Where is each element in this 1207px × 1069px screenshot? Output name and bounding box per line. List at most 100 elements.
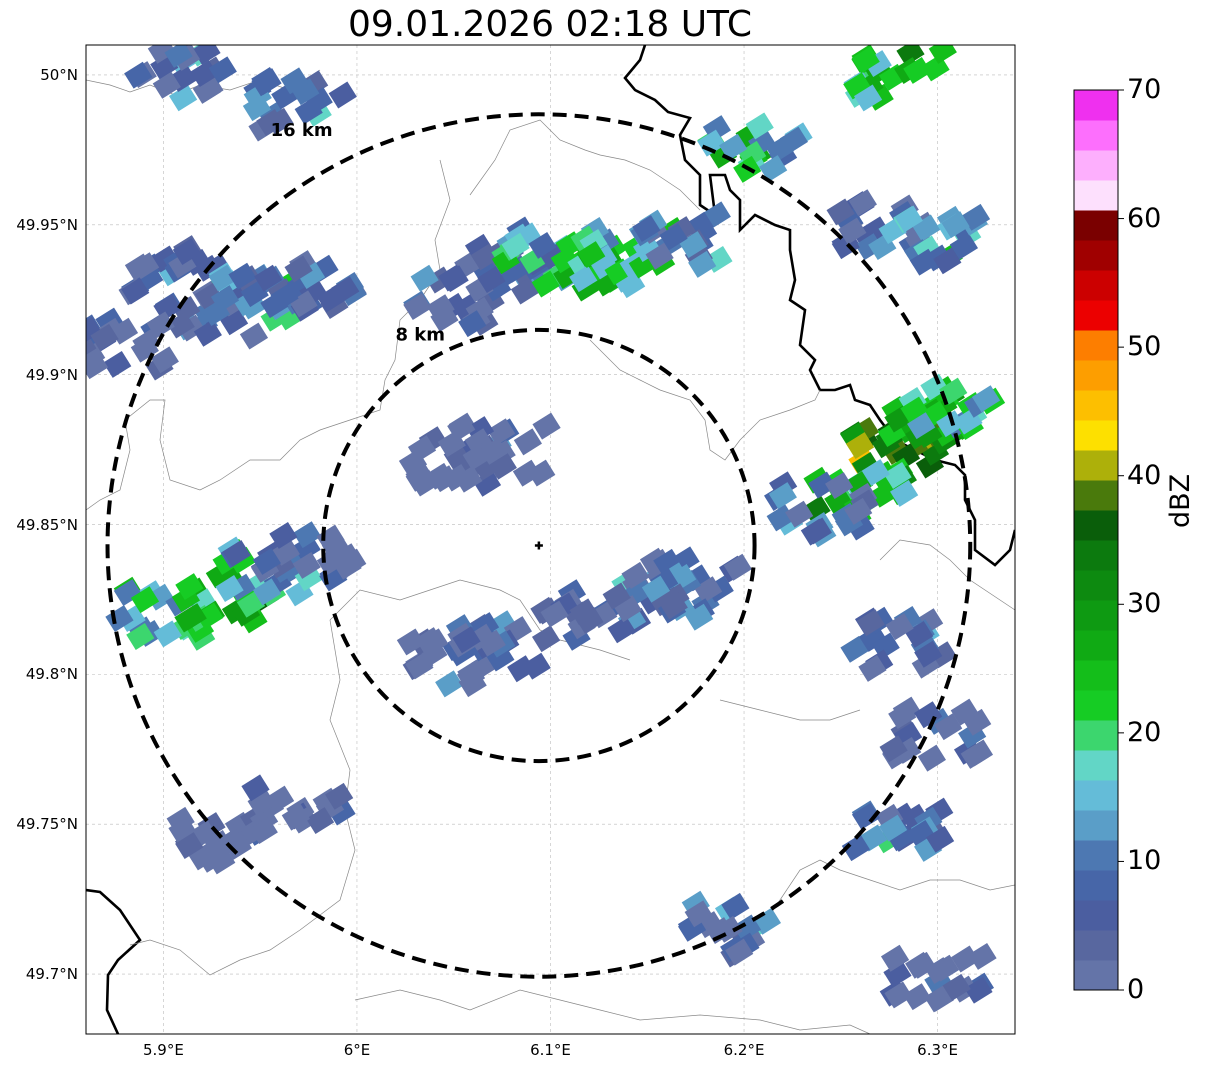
reflectivity-pixel bbox=[130, 335, 159, 363]
reflectivity-cell bbox=[840, 605, 957, 682]
range-ring bbox=[321, 327, 757, 764]
reflectivity-pixel bbox=[501, 232, 530, 260]
colorbar-segment bbox=[1074, 270, 1118, 301]
reflectivity-pixel bbox=[464, 233, 494, 261]
reflectivity-cell bbox=[396, 622, 506, 698]
colorbar-tick-label: 30 bbox=[1127, 588, 1162, 620]
x-tick-label: 6.1°E bbox=[530, 1041, 571, 1059]
reflectivity-pixel bbox=[304, 87, 333, 115]
reflectivity-cell bbox=[878, 203, 991, 276]
reflectivity-pixel bbox=[851, 451, 880, 479]
reflectivity-pixel bbox=[785, 500, 814, 528]
reflectivity-pixel bbox=[512, 459, 542, 487]
reflectivity-pixel bbox=[131, 252, 160, 280]
reflectivity-pixel bbox=[532, 412, 561, 440]
reflectivity-pixel bbox=[164, 45, 193, 68]
reflectivity-pixel bbox=[550, 246, 579, 274]
reflectivity-pixel bbox=[172, 238, 201, 266]
colorbar-segment bbox=[1074, 570, 1118, 601]
reflectivity-pixel bbox=[905, 620, 934, 648]
reflectivity-pixel bbox=[86, 333, 97, 361]
reflectivity-pixel bbox=[645, 242, 674, 270]
reflectivity-cell bbox=[118, 235, 231, 306]
colorbar-frame bbox=[1073, 89, 1119, 991]
colorbar-segment bbox=[1074, 540, 1118, 571]
reflectivity-pixel bbox=[208, 264, 237, 292]
colorbar-tick-label: 20 bbox=[1127, 716, 1162, 748]
reflectivity-pixel bbox=[215, 575, 244, 602]
reflectivity-pixel bbox=[305, 807, 335, 835]
reflectivity-pixel bbox=[425, 462, 454, 490]
reflectivity-pixel bbox=[527, 459, 556, 487]
reflectivity-pixel bbox=[884, 981, 913, 1009]
reflectivity-pixel bbox=[879, 735, 908, 763]
colorbar-label: dBZ bbox=[1165, 473, 1196, 528]
reflectivity-pixel bbox=[333, 552, 362, 580]
range-ring-label: 8 km bbox=[395, 325, 445, 346]
reflectivity-pixel bbox=[291, 78, 320, 106]
reflectivity-pixel bbox=[113, 579, 143, 607]
reflectivity-pixel bbox=[454, 465, 483, 493]
x-tick-label: 6°E bbox=[343, 1041, 371, 1059]
reflectivity-pixel bbox=[438, 264, 467, 292]
colorbar-segment bbox=[1074, 720, 1118, 751]
colorbar-segment bbox=[1074, 960, 1118, 991]
colorbar-segment bbox=[1074, 840, 1118, 871]
reflectivity-pixel bbox=[719, 133, 748, 161]
country-border bbox=[623, 45, 1015, 567]
reflectivity-cell bbox=[677, 890, 782, 968]
reflectivity-pixel bbox=[242, 94, 272, 122]
reflectivity-pixel bbox=[294, 564, 323, 592]
reflectivity-pixel bbox=[845, 432, 875, 460]
reflectivity-pixel bbox=[175, 573, 204, 601]
reflectivity-pixel bbox=[316, 524, 345, 552]
reflectivity-pixel bbox=[479, 437, 508, 465]
colorbar-segment bbox=[1074, 330, 1118, 361]
reflectivity-pixel bbox=[846, 513, 875, 541]
reflectivity-pixel bbox=[569, 265, 598, 293]
reflectivity-pixel bbox=[968, 942, 997, 970]
reflectivity-pixel bbox=[207, 847, 236, 875]
colorbar-segment bbox=[1074, 120, 1118, 151]
reflectivity-pixel bbox=[150, 346, 179, 374]
reflectivity-pixel bbox=[934, 713, 963, 741]
reflectivity-pixel bbox=[885, 613, 914, 641]
reflectivity-cell bbox=[841, 797, 955, 862]
colorbar-tick-label: 60 bbox=[1127, 202, 1162, 234]
reflectivity-pixel bbox=[289, 290, 318, 318]
reflectivity-pixel bbox=[963, 708, 992, 736]
colorbar-segment bbox=[1074, 690, 1118, 721]
colorbar-segment bbox=[1074, 510, 1118, 541]
reflectivity-pixel bbox=[933, 247, 962, 275]
reflectivity-cell bbox=[250, 521, 367, 592]
reflectivity-pixel bbox=[859, 624, 888, 652]
reflectivity-cell bbox=[879, 696, 994, 772]
reflectivity-pixel bbox=[249, 817, 278, 845]
reflectivity-pixel bbox=[252, 578, 282, 606]
reflectivity-pixel bbox=[685, 603, 714, 631]
reflectivity-pixel bbox=[486, 644, 515, 672]
colorbar-tick-label: 70 bbox=[1127, 74, 1162, 105]
reflectivity-pixel bbox=[435, 670, 464, 698]
range-rings: 8 km 16 km bbox=[105, 112, 973, 979]
reflectivity-pixel bbox=[86, 316, 102, 344]
reflectivity-pixel bbox=[153, 620, 182, 648]
reflectivity-pixel bbox=[905, 951, 934, 979]
reflectivity-pixel bbox=[477, 266, 506, 294]
y-tick-label: 49.7°N bbox=[25, 965, 78, 984]
reflectivity-pixel bbox=[325, 782, 354, 810]
reflectivity-pixel bbox=[858, 654, 887, 682]
reflectivity-pixel bbox=[914, 701, 943, 729]
reflectivity-pixel bbox=[410, 264, 439, 292]
reflectivity-pixel bbox=[941, 211, 970, 239]
reflectivity-pixel bbox=[613, 595, 642, 623]
reflectivity-pixel bbox=[800, 518, 829, 546]
reflectivity-pixel bbox=[688, 250, 717, 278]
reflectivity-pixel bbox=[130, 586, 160, 614]
reflectivity-pixel bbox=[824, 487, 853, 514]
reflectivity-pixel bbox=[883, 461, 912, 489]
colorbar-segment bbox=[1074, 600, 1118, 631]
reflectivity-pixel bbox=[169, 84, 198, 112]
colorbar-segment bbox=[1074, 420, 1118, 451]
reflectivity-pixel bbox=[856, 609, 885, 637]
